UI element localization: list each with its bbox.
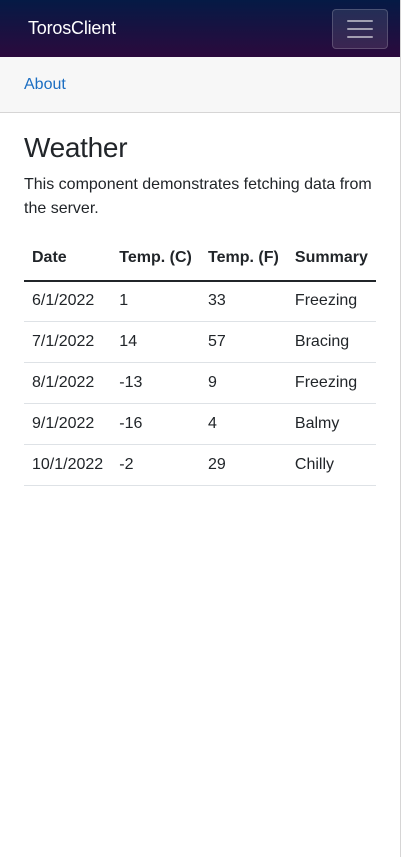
hamburger-menu-icon [347, 35, 373, 38]
cell-temp-c: -2 [111, 444, 200, 487]
cell-date: 10/1/2022 [24, 444, 112, 487]
cell-summary: Chilly [286, 444, 376, 487]
cell-date: 7/1/2022 [24, 321, 112, 364]
main-content: Weather This component demonstrates fetc… [0, 113, 401, 487]
cell-temp-f: 57 [200, 321, 287, 364]
navbar-toggle-button[interactable] [332, 8, 388, 49]
top-navbar: TorosClient [0, 0, 401, 57]
hamburger-menu-icon [347, 27, 373, 30]
column-header-summary: Summary [286, 236, 376, 282]
cell-summary: Balmy [286, 403, 376, 446]
cell-temp-c: 14 [111, 321, 200, 364]
table-row: 6/1/2022 1 33 Freezing [24, 280, 376, 323]
column-header-date: Date [24, 236, 112, 282]
hamburger-menu-icon [347, 19, 373, 22]
weather-table: Date Temp. (C) Temp. (F) Summary 6/1/202… [24, 236, 376, 487]
cell-summary: Bracing [286, 321, 376, 364]
table-row: 7/1/2022 14 57 Bracing [24, 321, 376, 364]
sub-navbar: About [0, 57, 401, 113]
cell-temp-c: -16 [111, 403, 200, 446]
cell-temp-f: 33 [200, 280, 287, 323]
cell-temp-f: 4 [200, 403, 287, 446]
table-header: Date Temp. (C) Temp. (F) Summary [24, 236, 376, 282]
table-body: 6/1/2022 1 33 Freezing 7/1/2022 14 57 Br… [24, 280, 376, 487]
cell-summary: Freezing [286, 280, 376, 323]
cell-date: 6/1/2022 [24, 280, 112, 323]
column-header-temp-f: Temp. (F) [200, 236, 287, 282]
page-description: This component demonstrates fetching dat… [24, 175, 372, 217]
about-link[interactable]: About [24, 75, 66, 93]
column-header-temp-c: Temp. (C) [111, 236, 200, 282]
table-row: 10/1/2022 -2 29 Chilly [24, 444, 376, 487]
page-title: Weather [24, 132, 128, 163]
cell-date: 9/1/2022 [24, 403, 112, 446]
cell-summary: Freezing [286, 362, 376, 405]
cell-date: 8/1/2022 [24, 362, 112, 405]
cell-temp-f: 9 [200, 362, 287, 405]
cell-temp-f: 29 [200, 444, 287, 487]
table-header-row: Date Temp. (C) Temp. (F) Summary [24, 236, 376, 282]
cell-temp-c: -13 [111, 362, 200, 405]
table-row: 8/1/2022 -13 9 Freezing [24, 362, 376, 405]
cell-temp-c: 1 [111, 280, 200, 323]
brand-link[interactable]: TorosClient [28, 18, 116, 38]
table-row: 9/1/2022 -16 4 Balmy [24, 403, 376, 446]
